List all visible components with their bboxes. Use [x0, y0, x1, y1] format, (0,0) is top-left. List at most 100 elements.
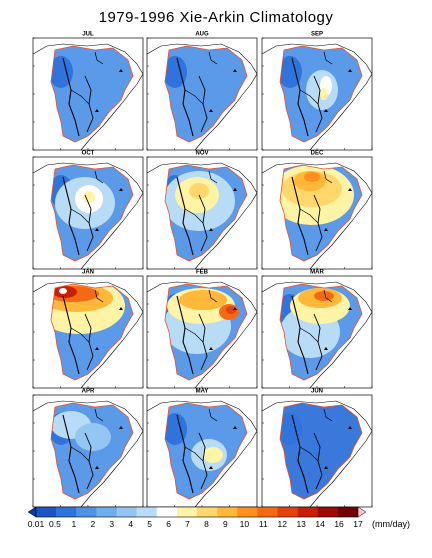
colorbar-left-arrow — [27, 506, 37, 518]
region-boundary — [50, 402, 134, 500]
colorbar-tick-label: 9 — [223, 519, 228, 529]
map-panel-jun: JUN — [261, 389, 373, 508]
river-line — [70, 327, 90, 343]
colorbar-tick-label: 7 — [185, 519, 190, 529]
station-marker — [233, 307, 237, 310]
map-panel-aug: AUG — [146, 32, 258, 151]
region-boundary — [164, 283, 248, 381]
basin-border — [176, 295, 194, 375]
station-marker — [95, 109, 99, 112]
colorbar-swatch — [96, 507, 117, 517]
station-marker — [119, 426, 123, 429]
map-title: 1979-1996 Xie-Arkin Climatology — [98, 9, 334, 26]
river-line — [323, 170, 333, 184]
colorbar-tick-label: 0.5 — [49, 519, 61, 529]
basin-border — [291, 295, 309, 375]
colorbar-tick-label: 14 — [315, 519, 325, 529]
region-boundary — [164, 45, 248, 143]
river-line — [323, 289, 333, 303]
colorbar-units: (mm/day) — [372, 519, 410, 529]
colorbar-tick-label: 17 — [353, 519, 363, 529]
station-marker — [324, 228, 328, 231]
map-panel-nov: NOV — [146, 151, 258, 270]
basin-border — [62, 414, 80, 494]
colorbar-swatch — [317, 507, 339, 517]
river-line — [323, 51, 333, 65]
colorbar-tick-label: 5 — [147, 519, 152, 529]
basin-border — [176, 57, 194, 137]
colorbar-swatch — [337, 507, 359, 517]
map-panel-feb: FEB — [146, 270, 258, 389]
region-boundary — [279, 45, 363, 143]
panel-month-label: MAR — [310, 270, 324, 276]
station-marker — [209, 109, 213, 112]
colorbar-tick-label: 8 — [204, 519, 209, 529]
panel-month-label: OCT — [82, 151, 95, 157]
region-boundary — [50, 45, 134, 143]
colorbar-swatch — [156, 507, 178, 517]
colorbar-tick-label: 12 — [278, 519, 288, 529]
river-line — [299, 208, 319, 224]
colorbar-swatch — [297, 507, 319, 517]
station-marker — [324, 109, 328, 112]
panel-month-label: JUN — [311, 389, 323, 395]
colorbar-tick-label: 1 — [72, 519, 77, 529]
colorbar-tick-label: 0.01 — [28, 519, 45, 529]
colorbar-swatch — [237, 507, 258, 517]
map-panel-jan: JAN — [32, 270, 144, 389]
panel-month-label: DEC — [311, 151, 324, 157]
map-panel-dec: DEC — [261, 151, 373, 270]
precip-anomalies — [165, 171, 235, 231]
river-line — [70, 446, 90, 462]
panel-month-label: SEP — [311, 32, 323, 38]
colorbar-tick-label: 2 — [90, 519, 95, 529]
river-line — [208, 51, 218, 65]
region-boundary — [279, 402, 363, 500]
colorbar-tick-label: 6 — [166, 519, 171, 529]
river-line — [299, 446, 319, 462]
station-marker — [233, 188, 237, 191]
map-panel-may: MAY — [146, 389, 258, 508]
station-marker — [209, 347, 213, 350]
station-marker — [324, 466, 328, 469]
region-boundary — [279, 164, 363, 262]
panel-month-label: NOV — [195, 151, 208, 157]
river-line — [184, 327, 204, 343]
panel-month-label: APR — [82, 389, 95, 395]
colorbar-tick-label: 16 — [334, 519, 344, 529]
colorbar-swatch — [76, 507, 97, 517]
colorbar-swatch — [217, 507, 238, 517]
map-panel-sep: SEP — [261, 32, 373, 151]
river-line — [94, 170, 104, 184]
panel-month-label: JUL — [82, 32, 94, 38]
basin-border — [291, 176, 309, 256]
basin-border — [176, 176, 194, 256]
station-marker — [119, 307, 123, 310]
precip-anomalies — [165, 413, 227, 471]
river-line — [94, 289, 104, 303]
station-marker — [324, 347, 328, 350]
basin-border — [62, 176, 80, 256]
river-line — [184, 208, 204, 224]
river-line — [299, 89, 319, 105]
basin-border — [62, 295, 80, 375]
river-line — [70, 89, 90, 105]
precip-anomalies — [51, 411, 111, 451]
river-line — [94, 408, 104, 422]
region-boundary — [50, 283, 134, 381]
station-marker — [233, 426, 237, 429]
river-line — [208, 289, 218, 303]
station-marker — [119, 69, 123, 72]
station-marker — [348, 307, 352, 310]
station-marker — [119, 188, 123, 191]
colorbar-swatch — [277, 507, 298, 517]
colorbar-tick-label: 10 — [240, 519, 250, 529]
colorbar-swatch — [36, 507, 57, 517]
colorbar-right-arrow — [357, 506, 367, 518]
precip-anomalies — [280, 165, 354, 225]
basin-border — [291, 414, 309, 494]
colorbar-swatch — [136, 507, 158, 517]
station-marker — [209, 228, 213, 231]
region-boundary — [50, 164, 134, 262]
